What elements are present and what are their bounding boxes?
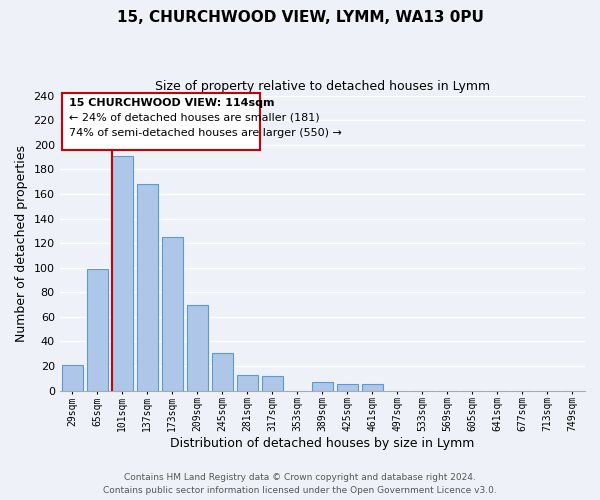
- Text: 15 CHURCHWOOD VIEW: 114sqm: 15 CHURCHWOOD VIEW: 114sqm: [69, 98, 275, 108]
- Bar: [337, 384, 358, 390]
- Bar: [161, 237, 183, 390]
- Bar: [262, 376, 283, 390]
- Bar: [362, 384, 383, 390]
- Bar: [187, 304, 208, 390]
- Bar: [236, 374, 258, 390]
- Text: ← 24% of detached houses are smaller (181): ← 24% of detached houses are smaller (18…: [69, 113, 320, 123]
- Y-axis label: Number of detached properties: Number of detached properties: [15, 144, 28, 342]
- Bar: [62, 365, 83, 390]
- Bar: [212, 352, 233, 391]
- Bar: [312, 382, 333, 390]
- Bar: [112, 156, 133, 390]
- X-axis label: Distribution of detached houses by size in Lymm: Distribution of detached houses by size …: [170, 437, 475, 450]
- Text: 15, CHURCHWOOD VIEW, LYMM, WA13 0PU: 15, CHURCHWOOD VIEW, LYMM, WA13 0PU: [116, 10, 484, 25]
- Bar: [86, 269, 108, 390]
- Bar: [62, 93, 260, 150]
- Text: Contains HM Land Registry data © Crown copyright and database right 2024.
Contai: Contains HM Land Registry data © Crown c…: [103, 474, 497, 495]
- Bar: [137, 184, 158, 390]
- Title: Size of property relative to detached houses in Lymm: Size of property relative to detached ho…: [155, 80, 490, 93]
- Text: 74% of semi-detached houses are larger (550) →: 74% of semi-detached houses are larger (…: [69, 128, 342, 138]
